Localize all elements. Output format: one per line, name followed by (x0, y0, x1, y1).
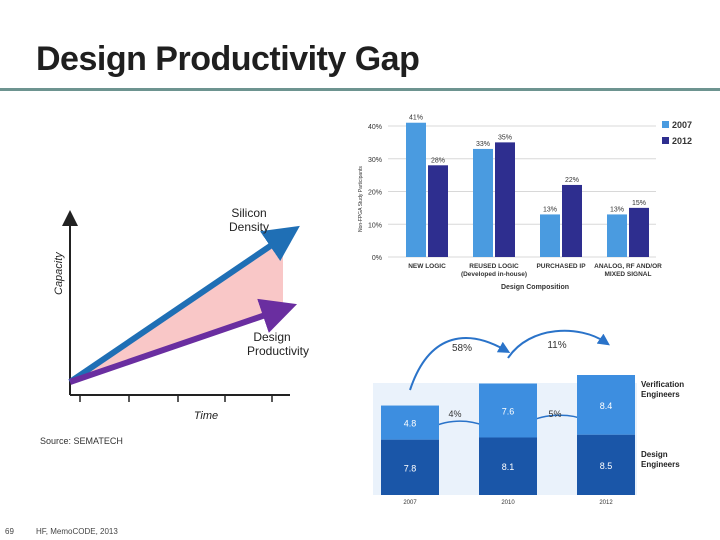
legend-2007-swatch (662, 121, 669, 128)
design-productivity-label-2: Productivity (247, 344, 309, 358)
bar-2007-1 (473, 148, 493, 257)
stack-value-label: 7.6 (502, 407, 515, 417)
stack-value-label: 8.5 (600, 461, 613, 471)
legend-2007-label: 2007 (672, 120, 692, 130)
bar-y-tick-label: 0% (372, 255, 382, 262)
bar-y-axis-label: Non-FPGA Study Participants (358, 166, 364, 232)
stack-verif-2012 (577, 375, 635, 435)
stack-verif-2010 (479, 383, 537, 438)
verif-growth-arrow-2 (507, 329, 610, 359)
stack-year-label: 2007 (403, 500, 417, 506)
stack-value-label: 4.8 (404, 419, 417, 429)
bar-data-label: 15% (632, 200, 646, 207)
bar-data-label: 28% (431, 157, 445, 164)
stack-design-2010 (479, 437, 537, 495)
bar-2012-0 (428, 165, 448, 257)
bar-y-tick-label: 40% (368, 124, 382, 131)
bar-data-label: 22% (565, 177, 579, 184)
bar-y-tick-label: 20% (368, 190, 382, 197)
bar-category-sublabel: MIXED SIGNAL (605, 271, 652, 278)
stack-value-label: 7.8 (404, 463, 417, 473)
bar-x-axis-label: Design Composition (501, 284, 569, 291)
legend-design-label-2: Engineers (641, 460, 680, 469)
legend-design-label-1: Design (641, 450, 668, 459)
footer-citation: HF, MemoCODE, 2013 (36, 527, 118, 536)
design-growth-label-1: 4% (448, 409, 461, 419)
bar-category-label: ANALOG, RF AND/OR (594, 263, 662, 270)
page-title: Design Productivity Gap (36, 40, 420, 78)
verif-growth-label-1: 58% (452, 343, 472, 354)
legend-verif-label-2: Engineers (641, 390, 680, 399)
design-growth-label-2: 5% (548, 409, 561, 419)
legend-2012-label: 2012 (672, 136, 692, 146)
source-note: Source: SEMATECH (40, 436, 123, 446)
bar-2012-2 (562, 184, 582, 257)
bar-category-sublabel: (Developed in-house) (461, 271, 527, 278)
bar-data-label: 13% (610, 206, 624, 213)
title-divider (0, 88, 720, 91)
bar-y-tick-label: 10% (368, 222, 382, 229)
legend-verif-label-1: Verification (641, 380, 684, 389)
bar-category-label: REUSED LOGIC (469, 263, 519, 270)
bar-2007-0 (406, 122, 426, 257)
stack-design-2007 (381, 439, 439, 495)
legend-2012-swatch (662, 137, 669, 144)
bar-y-tick-label: 30% (368, 157, 382, 164)
bar-data-label: 35% (498, 134, 512, 141)
silicon-density-line (68, 225, 300, 385)
bar-2007-3 (607, 214, 627, 257)
stack-value-label: 8.1 (502, 462, 515, 472)
silicon-density-label-1: Silicon (231, 206, 266, 220)
bar-2012-3 (629, 207, 649, 257)
stack-value-label: 8.4 (600, 401, 613, 411)
design-productivity-line (69, 298, 298, 385)
x-axis-ticks (79, 395, 273, 402)
stack-design-2012 (577, 434, 635, 495)
bar-data-label: 33% (476, 141, 490, 148)
stack-verif-2007 (381, 405, 439, 440)
bar-data-label: 13% (543, 206, 557, 213)
bar-2007-2 (540, 214, 560, 257)
page-number: 69 (5, 527, 14, 536)
stack-year-label: 2010 (501, 500, 515, 506)
stack-year-label: 2012 (599, 500, 613, 506)
silicon-density-label-2: Density (229, 220, 269, 234)
bar-category-label: PURCHASED IP (536, 263, 586, 270)
verif-growth-arrow-1 (409, 337, 511, 391)
bar-2012-1 (495, 142, 515, 257)
bar-category-label: NEW LOGIC (408, 263, 446, 270)
capacity-axis-label: Capacity (53, 251, 65, 295)
design-productivity-label-1: Design (253, 330, 290, 344)
time-axis-label: Time (194, 410, 218, 422)
bar-data-label: 41% (409, 115, 423, 122)
verif-growth-label-2: 11% (547, 340, 566, 351)
